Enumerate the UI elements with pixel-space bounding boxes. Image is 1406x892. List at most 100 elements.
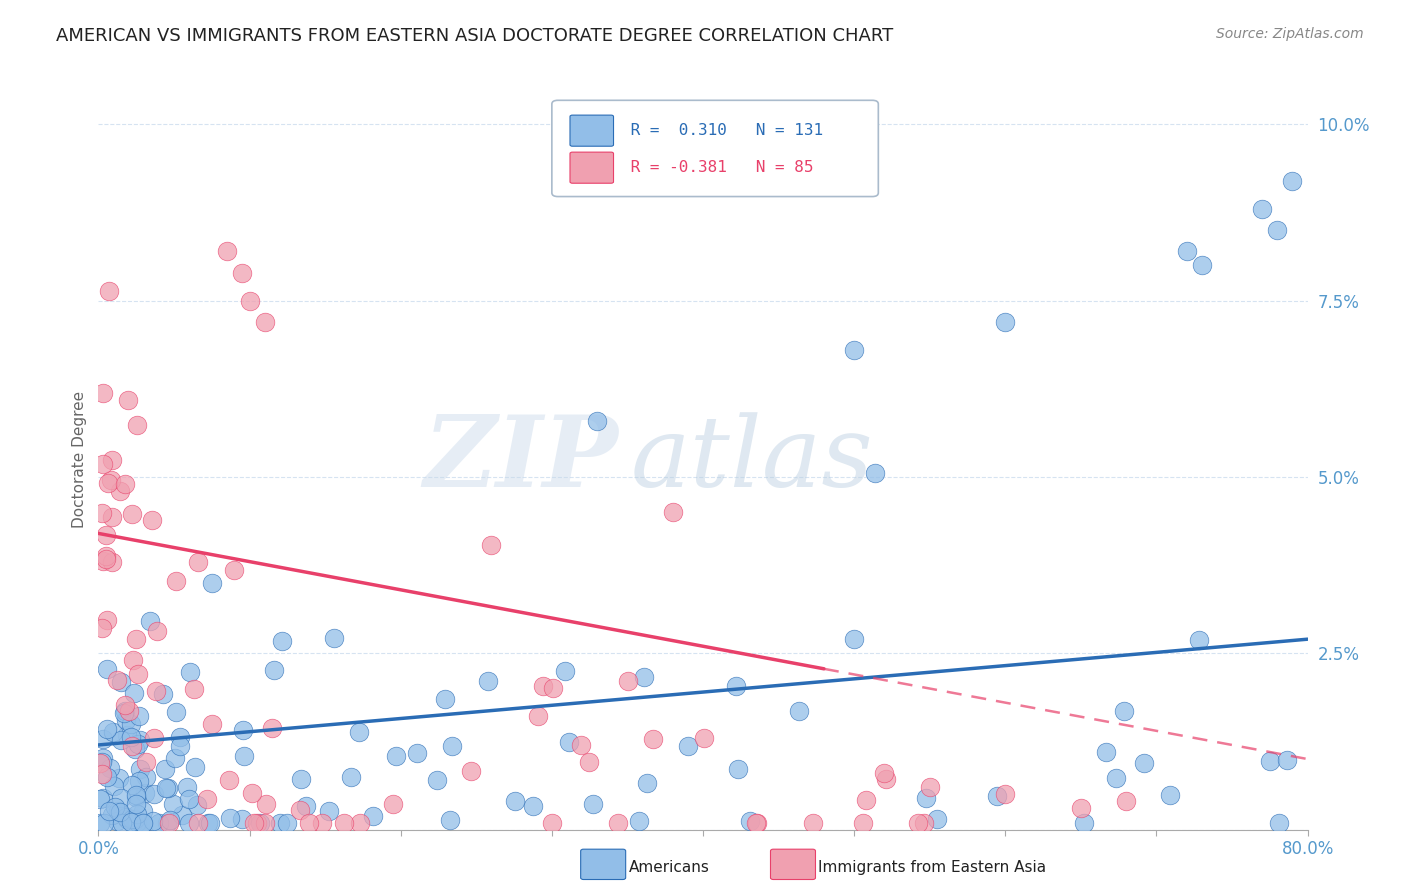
Point	[361, 809, 384, 823]
Point	[231, 812, 253, 826]
Point	[740, 814, 762, 828]
Point	[110, 675, 132, 690]
Point	[239, 293, 262, 308]
Point	[607, 815, 630, 830]
Point	[262, 721, 284, 735]
Point	[186, 797, 208, 812]
Point	[112, 706, 135, 721]
Point	[245, 815, 267, 830]
Point	[1251, 202, 1274, 216]
Point	[91, 766, 114, 780]
Point	[100, 761, 122, 775]
Point	[89, 792, 111, 806]
Point	[107, 805, 129, 819]
Point	[120, 815, 142, 830]
Point	[384, 749, 406, 764]
Point	[745, 815, 768, 830]
Point	[110, 732, 132, 747]
Point	[156, 780, 179, 795]
Point	[179, 792, 201, 806]
Point	[152, 687, 174, 701]
Point	[91, 554, 114, 568]
Point	[117, 728, 139, 742]
Point	[183, 682, 205, 697]
Point	[155, 780, 177, 795]
Point	[121, 507, 143, 521]
Point	[145, 684, 167, 698]
Point	[254, 797, 277, 811]
Point	[105, 814, 128, 828]
Point	[159, 815, 181, 830]
Point	[1268, 815, 1291, 830]
Point	[135, 770, 157, 784]
Point	[143, 731, 166, 745]
Point	[124, 812, 146, 826]
Point	[91, 751, 114, 765]
Point	[477, 673, 499, 688]
Point	[503, 794, 526, 808]
Point	[134, 786, 156, 800]
Point	[912, 815, 935, 830]
Point	[89, 815, 111, 830]
Point	[333, 815, 356, 830]
Point	[124, 789, 146, 804]
Point	[89, 756, 111, 770]
Point	[406, 746, 429, 760]
Point	[98, 285, 121, 299]
Point	[633, 670, 655, 684]
Point	[125, 417, 148, 432]
Point	[582, 797, 605, 812]
Point	[554, 664, 576, 678]
FancyBboxPatch shape	[569, 115, 613, 146]
Point	[873, 766, 896, 780]
Point	[263, 663, 285, 677]
Point	[1115, 794, 1137, 808]
Point	[120, 730, 142, 744]
Point	[692, 731, 714, 745]
Point	[434, 692, 457, 706]
Point	[215, 244, 238, 259]
Point	[187, 815, 209, 830]
Point	[91, 457, 114, 471]
Text: atlas: atlas	[630, 412, 873, 507]
Point	[1191, 259, 1213, 273]
Point	[855, 793, 877, 807]
Point	[101, 725, 124, 739]
Point	[578, 755, 600, 769]
Point	[96, 528, 118, 542]
Point	[1073, 815, 1095, 830]
Point	[115, 810, 138, 824]
Point	[1094, 745, 1116, 759]
Point	[139, 614, 162, 628]
Point	[120, 717, 142, 731]
Point	[121, 739, 143, 753]
Point	[269, 815, 291, 830]
Point	[129, 732, 152, 747]
Point	[115, 812, 138, 826]
Point	[276, 815, 298, 830]
Point	[162, 797, 184, 812]
Point	[863, 466, 886, 480]
Point	[155, 762, 177, 776]
Point	[340, 770, 363, 784]
Point	[271, 634, 294, 648]
Point	[90, 506, 112, 520]
Point	[183, 759, 205, 773]
Point	[201, 575, 224, 590]
Point	[479, 538, 502, 552]
Point	[122, 653, 145, 667]
Point	[915, 791, 938, 805]
Point	[94, 549, 117, 564]
Point	[925, 812, 948, 826]
Point	[100, 555, 122, 569]
Point	[569, 738, 592, 752]
Point	[129, 762, 152, 776]
Text: R = -0.381   N = 85: R = -0.381 N = 85	[621, 161, 813, 175]
Point	[114, 698, 136, 712]
Point	[142, 788, 165, 802]
Point	[172, 807, 194, 822]
Point	[907, 815, 929, 830]
Point	[219, 811, 242, 825]
Point	[290, 772, 312, 787]
Point	[100, 473, 122, 487]
